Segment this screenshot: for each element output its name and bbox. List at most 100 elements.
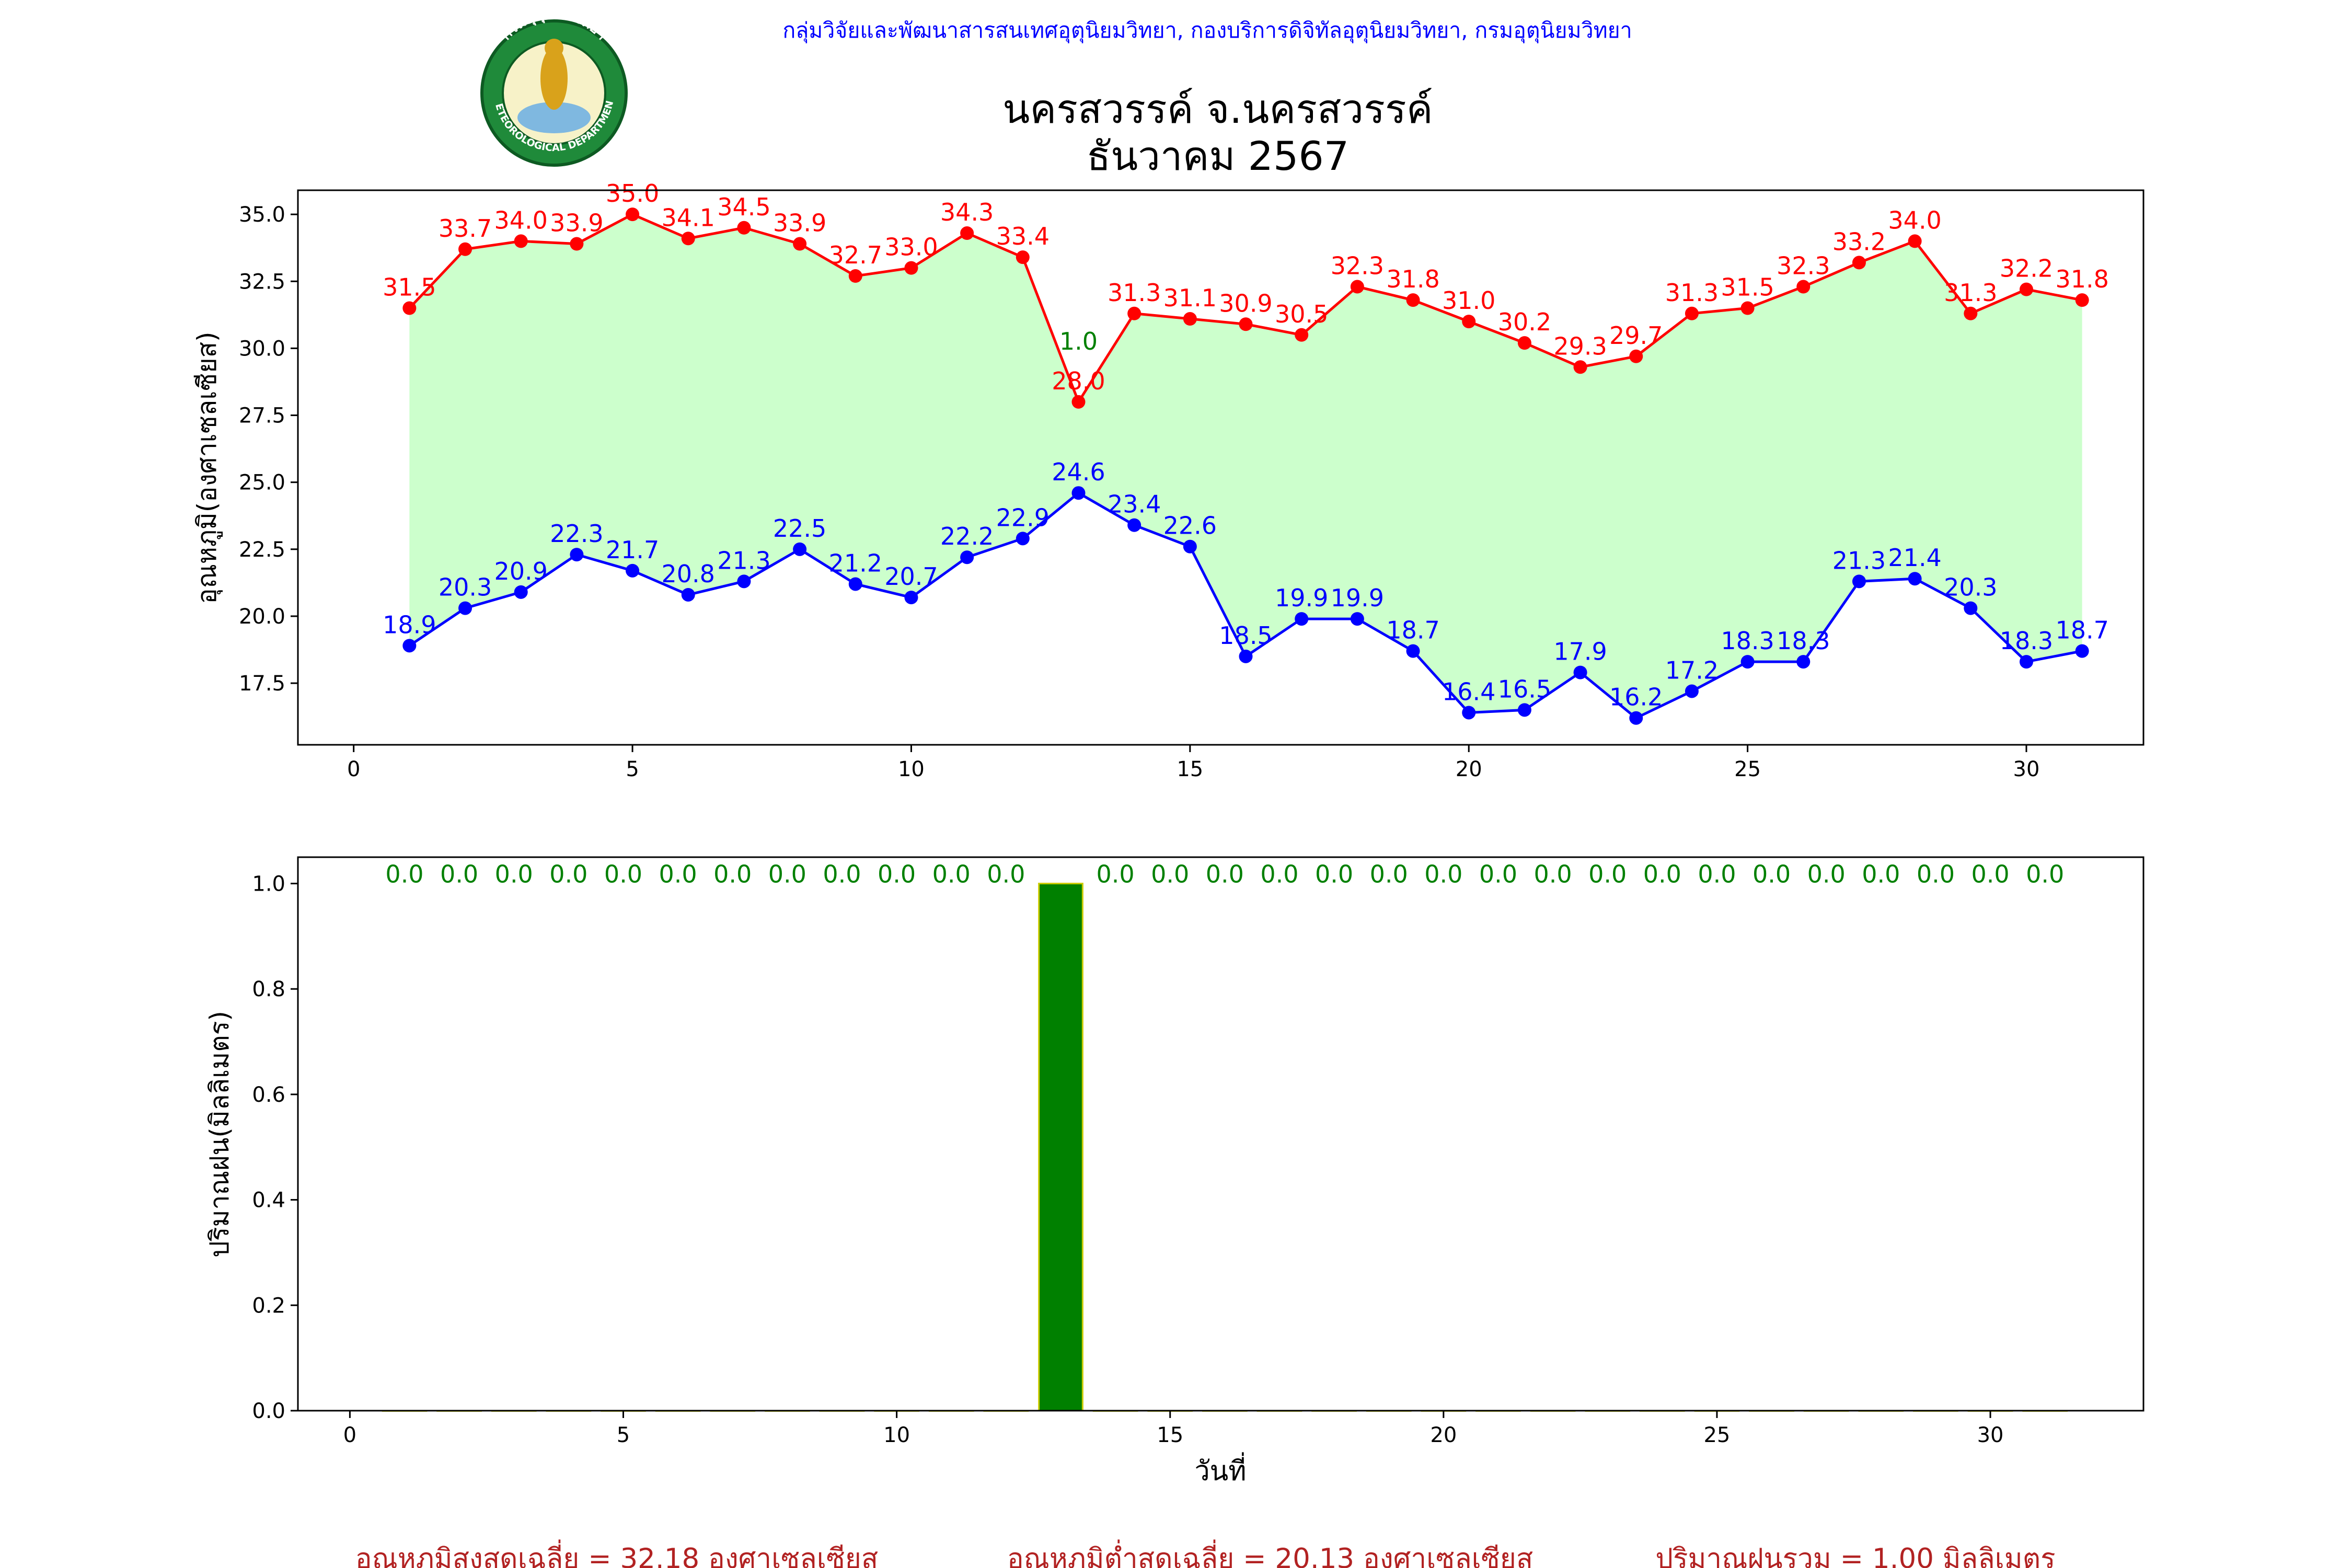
- temp-max-value-label: 30.5: [1275, 300, 1328, 328]
- temp-min-value-label: 21.3: [1832, 546, 1886, 574]
- temp-max-point: [737, 221, 751, 235]
- logo-cloud: [517, 102, 591, 133]
- temp-max-value-label: 28.0: [1052, 367, 1105, 395]
- temp-min-value-label: 18.3: [1721, 627, 1774, 655]
- rain-value-label: 0.0: [987, 860, 1025, 888]
- temp-min-value-label: 22.3: [550, 520, 603, 548]
- temp-max-point: [458, 242, 472, 256]
- temp-min-point: [1239, 649, 1253, 663]
- temp-min-value-label: 23.4: [1108, 490, 1161, 518]
- temp-max-point: [402, 301, 417, 315]
- temp-min-point: [514, 585, 528, 599]
- rain-y-tick-label: 0.2: [252, 1294, 285, 1318]
- temp-max-value-label: 31.1: [1163, 284, 1217, 312]
- temp-max-value-label: 31.0: [1442, 286, 1495, 315]
- temp-max-value-label: 35.0: [606, 179, 659, 207]
- temp-min-value-label: 18.9: [383, 610, 436, 639]
- temp-min-value-label: 24.6: [1052, 458, 1105, 486]
- rain-value-label: 0.0: [768, 860, 806, 888]
- temp-min-value-label: 21.3: [717, 546, 770, 574]
- temp-max-value-label: 32.3: [1331, 252, 1384, 280]
- temp-min-value-label: 18.7: [2055, 616, 2108, 644]
- rainfall-y-axis-label: ปริมาณฝน(มิลลิเมตร): [204, 1011, 235, 1258]
- temp-min-value-label: 20.9: [494, 557, 547, 585]
- temp-max-point: [1462, 315, 1476, 329]
- temp-min-value-label: 21.4: [1888, 544, 1941, 572]
- rain-x-tick-label: 25: [1703, 1423, 1730, 1447]
- temp-max-point: [1016, 250, 1030, 264]
- temp-max-point: [2075, 293, 2089, 307]
- temp-max-value-label: 30.2: [1498, 308, 1551, 336]
- rain-value-label: 0.0: [1479, 860, 1517, 888]
- temp-max-value-label: 31.3: [1665, 279, 1719, 307]
- rain-y-tick-label: 0.6: [252, 1083, 285, 1107]
- rainfall-chart: 0.0 0.0 0.0 0.0 0.0 0.0 0.0 0.0 0.0 0.0 0.0 0.0 0.0 0…: [204, 856, 2145, 1487]
- temp-y-tick-label: 30.0: [239, 337, 285, 361]
- temperature-ticks: 0 5 10 15 20 25 30 17.5 20.0 22.5 25.0 27.5 30.0 32.5…: [239, 203, 2039, 781]
- rain-x-tick-label: 10: [883, 1423, 910, 1447]
- temp-y-tick-label: 32.5: [239, 270, 285, 294]
- temp-max-value-label: 31.3: [1944, 279, 1997, 307]
- temp-y-tick-label: 35.0: [239, 203, 285, 227]
- temp-min-point: [848, 577, 862, 591]
- temp-max-point: [1071, 395, 1086, 409]
- org-line: กลุ่มวิจัยและพัฒนาสารสนเทศอุตุนิยมวิทยา,…: [782, 18, 1632, 43]
- temp-min-value-label: 19.9: [1275, 584, 1328, 612]
- temp-max-point: [1183, 312, 1197, 326]
- logo-figure: [540, 47, 568, 110]
- month-title: ธันวาคม 2567: [1087, 133, 1349, 179]
- temp-max-value-label: 31.3: [1108, 279, 1161, 307]
- temp-min-value-label: 18.5: [1219, 621, 1272, 650]
- temp-min-point: [1295, 612, 1309, 626]
- rain-value-label: 0.0: [1424, 860, 1462, 888]
- rain-y-tick-label: 1.0: [252, 872, 285, 896]
- temp-max-point: [1573, 360, 1587, 374]
- temp-min-point: [737, 574, 751, 589]
- temp-max-value-label: 33.2: [1832, 227, 1886, 256]
- temp-min-point: [1350, 612, 1364, 626]
- temp-min-value-label: 16.2: [1609, 683, 1663, 711]
- temp-min-point: [904, 591, 918, 605]
- temp-min-point: [570, 548, 584, 562]
- temp-max-value-label: 34.5: [717, 193, 770, 221]
- temp-min-point: [458, 601, 472, 615]
- temp-y-tick-label: 27.5: [239, 404, 285, 428]
- temp-max-value-label: 31.8: [2055, 265, 2108, 293]
- temp-max-point: [1406, 293, 1420, 307]
- temp-max-point: [681, 232, 695, 246]
- temp-max-point: [793, 237, 807, 251]
- temp-max-value-label: 33.9: [773, 209, 826, 237]
- temp-min-point: [793, 542, 807, 556]
- rain-value-label: 0.0: [1206, 860, 1244, 888]
- temp-max-point: [1796, 280, 1811, 294]
- temp-min-value-label: 17.9: [1553, 638, 1607, 666]
- temp-min-value-label: 20.8: [662, 560, 715, 588]
- temperature-axes-frame: [297, 189, 2145, 746]
- temp-max-point: [1740, 301, 1755, 315]
- temp-min-point: [1908, 572, 1922, 586]
- temp-rain-annotation: 1.0: [1059, 327, 1098, 355]
- rainfall-x-axis-label: วันที่: [1194, 1452, 1246, 1487]
- temp-min-value-label: 20.3: [1944, 573, 1997, 602]
- temp-max-value-label: 32.7: [829, 241, 882, 269]
- temp-min-value-label: 20.3: [439, 573, 492, 602]
- temperature-chart: 31.533.7 34.0 33.935.034.1 34.533.932.7 33.0…: [192, 179, 2145, 781]
- rain-value-label: 0.0: [1260, 860, 1298, 888]
- temp-range-area: [409, 214, 2082, 718]
- temp-max-value-label: 33.4: [996, 222, 1050, 250]
- temp-min-value-label: 22.9: [996, 503, 1050, 532]
- rainfall-value-labels: 0.0 0.0 0.0 0.0 0.0 0.0 0.0 0.0 0.0 0.0 0.0 0.0 0.0 0…: [385, 860, 2064, 888]
- rain-value-label: 0.0: [1151, 860, 1189, 888]
- rainfall-bars: [382, 882, 2068, 1412]
- temp-y-tick-label: 25.0: [239, 471, 285, 495]
- rain-value-label: 0.0: [549, 860, 587, 888]
- temp-max-value-label: 31.8: [1386, 265, 1439, 293]
- temp-min-value-label: 18.3: [1777, 627, 1830, 655]
- temp-min-value-label: 21.2: [829, 549, 882, 577]
- temp-min-point: [1964, 601, 1978, 615]
- rain-value-label: 0.0: [604, 860, 642, 888]
- rain-value-label: 0.0: [713, 860, 752, 888]
- temp-y-tick-label: 17.5: [239, 672, 285, 696]
- temp-min-value-label: 16.5: [1498, 675, 1551, 703]
